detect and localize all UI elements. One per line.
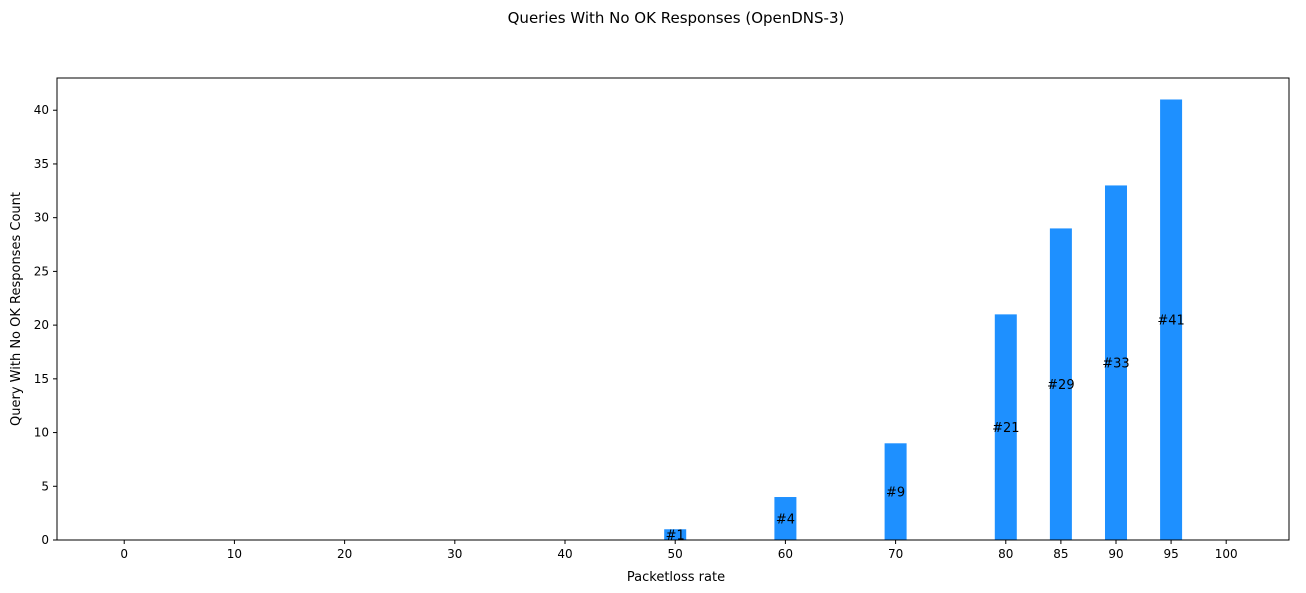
y-tick-label-35: 35 bbox=[34, 157, 49, 171]
data-label-70: #9 bbox=[886, 486, 905, 501]
bar-60 bbox=[774, 497, 797, 540]
bar-85 bbox=[1049, 228, 1072, 541]
x-tick-label-80: 80 bbox=[998, 547, 1013, 561]
y-tick-label-40: 40 bbox=[34, 103, 49, 117]
x-tick-label-90: 90 bbox=[1108, 547, 1123, 561]
x-axis-label: Packetloss rate bbox=[627, 570, 725, 585]
bars-group bbox=[664, 99, 1183, 541]
bar-50 bbox=[664, 529, 687, 540]
x-axis: 0 10 20 30 40 50 60 70 80 85 90 95 100 bbox=[120, 540, 1238, 561]
data-label-95: #41 bbox=[1157, 314, 1184, 329]
data-label-85: #29 bbox=[1047, 378, 1074, 393]
y-tick-label-5: 5 bbox=[41, 479, 49, 493]
x-tick-label-100: 100 bbox=[1215, 547, 1238, 561]
data-labels-group: #1#4#9#21#29#33#41 bbox=[666, 314, 1185, 544]
y-axis: 0 5 10 15 20 25 30 35 40 bbox=[34, 103, 57, 547]
x-tick-label-40: 40 bbox=[557, 547, 572, 561]
x-tick-label-95: 95 bbox=[1163, 547, 1178, 561]
y-tick-label-0: 0 bbox=[41, 533, 49, 547]
plot-frame bbox=[56, 77, 1290, 541]
x-tick-label-70: 70 bbox=[888, 547, 903, 561]
y-tick-label-20: 20 bbox=[34, 318, 49, 332]
y-tick-label-10: 10 bbox=[34, 426, 49, 440]
bar-70 bbox=[884, 443, 907, 540]
bar-80 bbox=[994, 314, 1017, 540]
x-tick-label-10: 10 bbox=[227, 547, 242, 561]
chart-title: Queries With No OK Responses (OpenDNS-3) bbox=[508, 9, 845, 27]
data-label-90: #33 bbox=[1102, 357, 1129, 372]
x-tick-label-85: 85 bbox=[1053, 547, 1068, 561]
data-label-60: #4 bbox=[776, 513, 795, 528]
y-axis-label: Query With No OK Responses Count bbox=[9, 192, 24, 426]
x-tick-label-30: 30 bbox=[447, 547, 462, 561]
x-tick-label-60: 60 bbox=[778, 547, 793, 561]
x-tick-label-50: 50 bbox=[668, 547, 683, 561]
y-tick-label-25: 25 bbox=[34, 264, 49, 278]
bar-95 bbox=[1160, 99, 1183, 541]
y-tick-label-15: 15 bbox=[34, 372, 49, 386]
y-tick-label-30: 30 bbox=[34, 211, 49, 225]
data-label-80: #21 bbox=[992, 421, 1019, 436]
x-tick-label-0: 0 bbox=[120, 547, 128, 561]
x-tick-label-20: 20 bbox=[337, 547, 352, 561]
bar-90 bbox=[1104, 185, 1127, 540]
